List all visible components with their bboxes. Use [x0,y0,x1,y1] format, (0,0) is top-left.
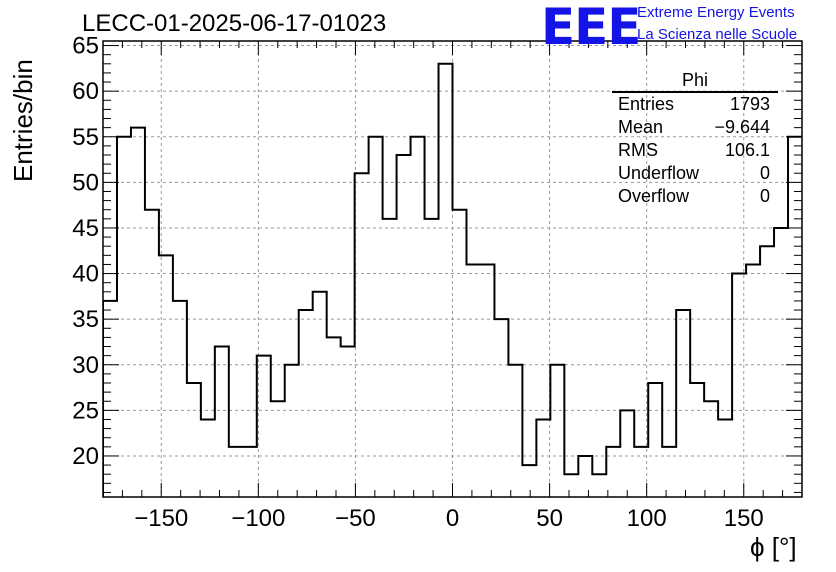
stats-title: Phi [612,70,778,93]
stats-value: −9.644 [714,117,770,137]
x-tick-label: 150 [724,505,764,532]
histogram-bin [369,137,383,497]
histogram-bin [718,419,732,497]
histogram-bin [299,310,313,497]
histogram-bin [522,465,536,497]
histogram-bin [285,365,299,497]
histogram-bin [746,264,760,497]
y-tick-label: 20 [72,443,99,470]
y-tick-label: 45 [72,215,99,242]
histogram-bin [564,474,578,497]
histogram-bin [592,474,606,497]
stats-row-mean: Mean −9.644 [612,116,778,139]
histogram-bin [159,255,173,497]
chart-title: LECC-01-2025-06-17-01023 [82,10,387,37]
stats-value: 0 [759,163,770,183]
x-tick-label: 0 [446,505,459,532]
histogram-bin [313,292,327,497]
histogram-bin [117,137,131,497]
histogram-bin [229,447,243,497]
histogram-bin [131,128,145,497]
histogram-bin [760,246,774,497]
histogram-bin [103,301,117,497]
histogram-bin [508,365,522,497]
stats-label: RMS [618,140,658,160]
histogram-bin [145,210,159,497]
histogram-bin [606,447,620,497]
histogram-bin [257,356,271,497]
histogram-bin [187,383,201,497]
stats-value: 0 [759,186,770,206]
histogram-bin [774,228,788,497]
histogram-bin [536,419,550,497]
histogram-bin [494,319,508,497]
stats-label: Mean [618,117,664,137]
histogram-bin [550,365,564,497]
stats-value: 1793 [729,94,770,114]
stats-box: Phi Entries 1793 Mean −9.644 RMS 106.1 U… [612,70,778,208]
histogram-bin [690,383,704,497]
stats-label: Overflow [618,186,690,206]
histogram-bin [480,264,494,497]
stats-row-overflow: Overflow 0 [612,185,778,208]
histogram-bin [411,137,425,497]
y-tick-label: 50 [72,169,99,196]
histogram-bin [201,419,215,497]
histogram-bin [662,447,676,497]
histogram-bin [397,155,411,497]
histogram-bin [704,401,718,497]
logo-caption-line2: La Scienza nelle Scuole [637,26,798,43]
eee-logo: EEE [541,0,641,56]
histogram-bin [341,347,355,497]
histogram-bin [425,219,439,497]
y-tick-label: 60 [72,78,99,105]
histogram-bin [453,210,467,497]
histogram-bin [620,410,634,497]
histogram-bin [327,337,341,497]
x-tick-label: −100 [231,505,285,532]
histogram-bin [788,137,802,497]
y-tick-label: 35 [72,306,99,333]
histogram-bin [439,64,453,497]
histogram-bin [215,347,229,497]
histogram-bin [634,447,648,497]
histogram-bin [466,264,480,497]
stats-label: Entries [618,94,675,114]
x-tick-label: −50 [335,505,376,532]
y-axis-label: Entries/bin [8,59,38,182]
y-tick-label: 55 [72,124,99,151]
y-tick-label: 30 [72,352,99,379]
y-tick-label: 40 [72,261,99,288]
histogram-bin [355,173,369,497]
histogram-bin [383,219,397,497]
histogram-bin [578,456,592,497]
y-tick-label: 25 [72,397,99,424]
x-tick-label: −150 [134,505,188,532]
x-tick-label: 50 [536,505,563,532]
stats-label: Underflow [618,163,700,183]
histogram-bin [676,310,690,497]
x-tick-label: 100 [627,505,667,532]
stats-value: 106.1 [724,140,770,160]
stats-row-rms: RMS 106.1 [612,139,778,162]
histogram-line [103,62,802,497]
stats-row-underflow: Underflow 0 [612,162,778,185]
histogram-bin [243,447,257,497]
logo-caption-line1: Extreme Energy Events [637,4,795,21]
histogram-bin [173,301,187,497]
histogram-bin [271,401,285,497]
plot-frame [102,40,803,498]
stats-row-entries: Entries 1793 [612,93,778,116]
x-axis-label: ϕ [°] [750,532,797,562]
y-tick-label: 65 [72,33,99,60]
histogram-bin [648,383,662,497]
